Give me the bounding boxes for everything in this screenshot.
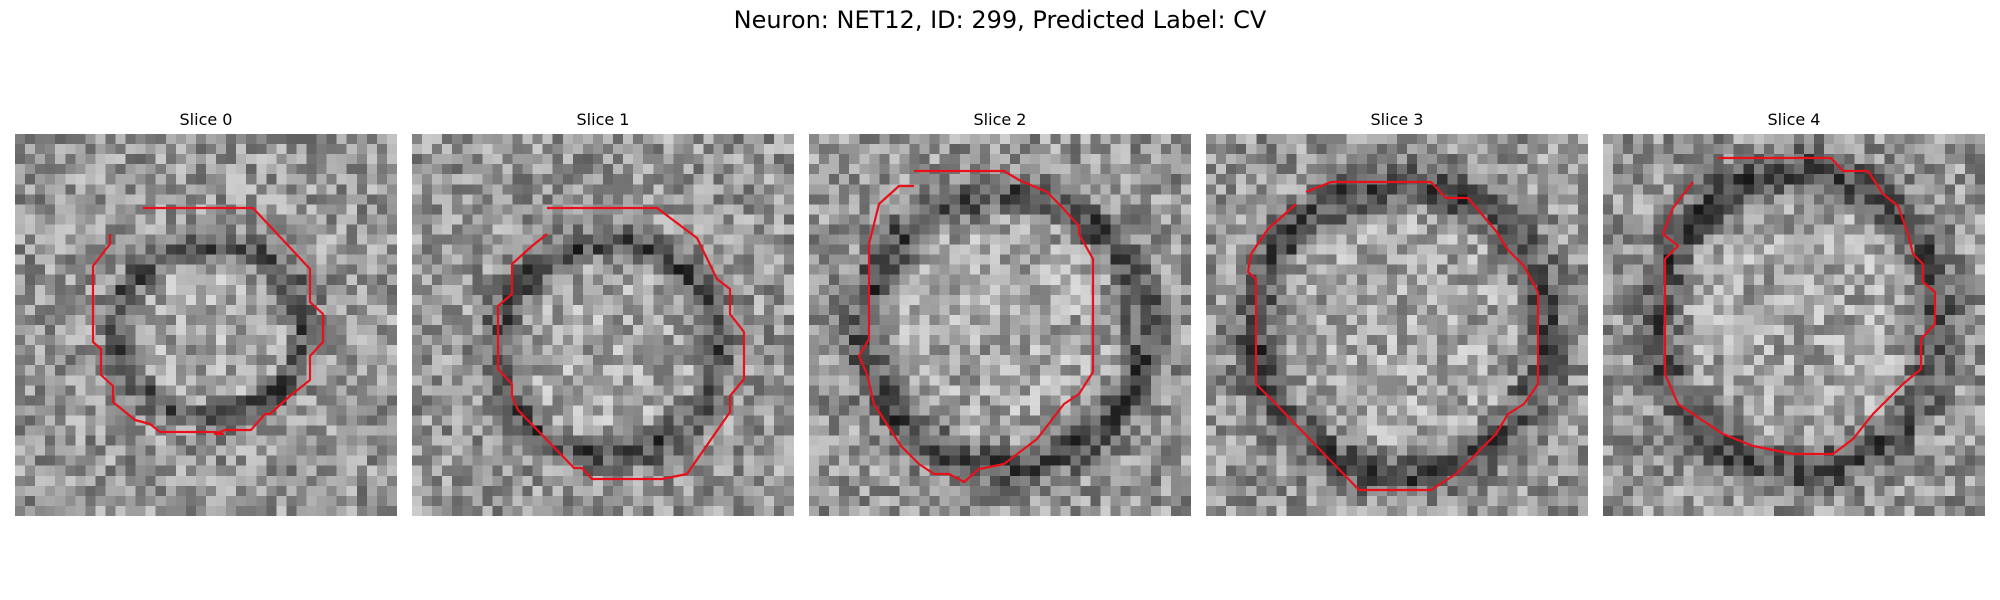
contour-outline [857,169,1095,484]
em-micrograph [412,134,794,516]
segmentation-contour [91,206,325,436]
contour-outline [1246,180,1540,492]
slice-panel-3: Slice 3 [1206,110,1588,516]
slice-image [15,134,397,516]
em-micrograph [15,134,397,516]
slice-image [809,134,1191,516]
em-micrograph [1603,134,1985,516]
slice-title: Slice 4 [1767,110,1821,129]
segmentation-contour [496,206,746,481]
slice-title: Slice 0 [179,110,233,129]
segmentation-contour [857,169,1095,484]
slice-title: Slice 3 [1370,110,1424,129]
slice-panel-1: Slice 1 [412,110,794,516]
slice-image [1206,134,1588,516]
slice-title: Slice 1 [576,110,630,129]
segmentation-contour [1246,180,1540,492]
slice-panel-0: Slice 0 [15,110,397,516]
contour-outline [91,206,325,436]
em-micrograph [809,134,1191,516]
contour-outline [1661,156,1937,456]
slice-panel-2: Slice 2 [809,110,1191,516]
contour-outline [496,206,746,481]
slice-image [1603,134,1985,516]
figure-title: Neuron: NET12, ID: 299, Predicted Label:… [733,6,1267,34]
em-micrograph [1206,134,1588,516]
slice-title: Slice 2 [973,110,1027,129]
slice-image [412,134,794,516]
slice-panel-4: Slice 4 [1603,110,1985,516]
segmentation-contour [1661,156,1937,456]
